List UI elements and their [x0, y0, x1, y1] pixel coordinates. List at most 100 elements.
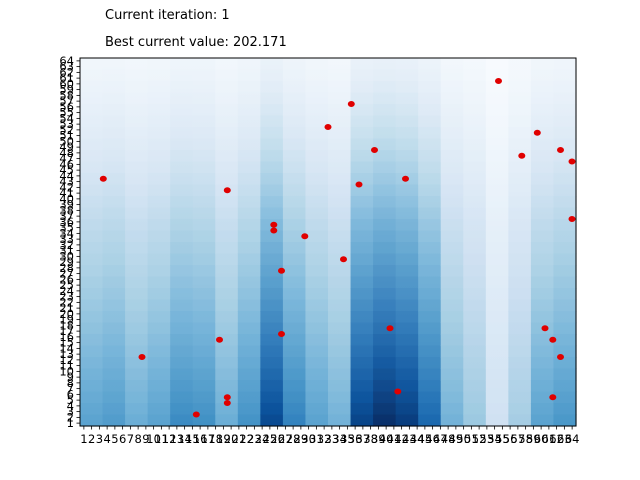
y-tick-label: 61	[59, 71, 74, 85]
y-tick-label: 36	[59, 215, 74, 229]
y-tick-label: 51	[59, 129, 74, 143]
y-tick-label: 33	[59, 232, 74, 246]
y-tick-label: 2	[67, 410, 74, 424]
x-tick-label: 12	[162, 432, 177, 446]
x-tick-label: 15	[185, 432, 200, 446]
y-tick-label: 13	[59, 347, 74, 361]
x-tick-label: 7	[127, 432, 134, 446]
y-tick-label: 3	[67, 405, 74, 419]
x-tick-label: 45	[418, 432, 433, 446]
x-tick-label: 8	[134, 432, 141, 446]
y-tick-label: 28	[59, 261, 74, 275]
x-tick-label: 23	[247, 432, 262, 446]
y-tick-label: 49	[59, 140, 74, 154]
sample-point	[386, 325, 394, 332]
x-tick-label: 25	[263, 432, 278, 446]
sample-points	[99, 78, 576, 418]
x-tick-label: 50	[456, 432, 471, 446]
x-tick-label: 63	[557, 432, 572, 446]
x-tick-label: 54	[487, 432, 502, 446]
sample-point	[518, 152, 526, 159]
sample-point	[278, 267, 285, 274]
y-tick-label: 59	[59, 83, 74, 97]
y-tick-label: 18	[59, 318, 74, 332]
x-tick-label: 34	[332, 432, 347, 446]
sample-point	[568, 216, 576, 222]
x-tick-label: 32	[317, 432, 332, 446]
y-tick-label: 4	[67, 399, 74, 413]
x-tick-label: 5	[111, 432, 118, 446]
x-tick-label: 1	[80, 432, 87, 446]
heatmap-fade	[80, 58, 576, 426]
x-tick-label: 29	[294, 432, 309, 446]
y-tick-label: 62	[59, 65, 74, 79]
x-tick-label: 4	[103, 432, 110, 446]
x-tick-label: 55	[495, 432, 510, 446]
x-tick-label: 46	[425, 432, 440, 446]
y-tick-label: 26	[59, 272, 74, 286]
x-tick-label: 38	[363, 432, 378, 446]
x-tick-label: 36	[348, 432, 363, 446]
y-tick-label: 12	[59, 353, 74, 367]
x-tick-label: 14	[177, 432, 192, 446]
y-tick-label: 45	[59, 163, 74, 177]
y-tick-label: 47	[59, 152, 74, 166]
x-tick-label: 9	[142, 432, 149, 446]
y-tick-label: 22	[59, 295, 74, 309]
x-tick-label: 27	[278, 432, 293, 446]
x-tick-label: 41	[387, 432, 402, 446]
y-tick-label: 44	[59, 169, 74, 183]
sample-point	[557, 147, 564, 153]
y-tick-label: 9	[67, 370, 74, 384]
sample-point	[402, 175, 409, 182]
y-tick-label: 60	[59, 77, 74, 91]
sample-point	[99, 175, 107, 182]
x-tick-label: 2	[88, 432, 95, 446]
x-tick-label: 3	[96, 432, 103, 446]
sample-point	[223, 400, 231, 406]
y-tick-label: 7	[67, 382, 74, 396]
sample-point	[549, 336, 557, 343]
y-tick-label: 23	[59, 290, 74, 304]
x-tick-label: 52	[472, 432, 487, 446]
x-tick-label: 30	[301, 432, 316, 446]
x-tick-label: 16	[193, 432, 208, 446]
sample-point	[223, 187, 231, 194]
current-iteration-label: Current iteration: 1	[105, 8, 230, 23]
y-tick-label: 41	[59, 186, 74, 200]
sample-point	[371, 147, 378, 153]
sample-point	[223, 394, 231, 401]
x-tick-label: 43	[402, 432, 417, 446]
y-tick-label: 63	[59, 60, 74, 74]
x-tick-label: 19	[216, 432, 231, 446]
sample-point	[541, 325, 549, 332]
x-tick-label: 64	[565, 432, 580, 446]
x-tick-label: 18	[208, 432, 223, 446]
y-tick-label: 38	[59, 203, 74, 217]
x-tick-label: 40	[379, 432, 394, 446]
x-tick-label: 59	[526, 432, 541, 446]
x-tick-label: 56	[503, 432, 518, 446]
y-tick-label: 19	[59, 313, 74, 327]
x-tick-label: 42	[394, 432, 409, 446]
x-tick-label: 37	[356, 432, 371, 446]
sample-point	[216, 336, 223, 343]
x-axis-ticks: 1 2 3 4 5 6 7 8 91011121314151617181920212223242…	[80, 426, 579, 446]
y-tick-label: 15	[59, 336, 74, 350]
x-tick-label: 6	[119, 432, 126, 446]
x-tick-label: 61	[542, 432, 557, 446]
sample-point	[270, 227, 278, 234]
sample-point	[270, 221, 278, 228]
sample-point	[533, 129, 541, 136]
y-tick-label: 34	[59, 226, 74, 240]
y-tick-label: 32	[59, 238, 74, 252]
sample-point	[355, 181, 363, 188]
x-tick-label: 26	[270, 432, 285, 446]
sample-point	[549, 394, 557, 401]
y-tick-label: 29	[59, 255, 74, 269]
x-tick-label: 28	[286, 432, 301, 446]
sample-point	[568, 158, 576, 165]
y-tick-label: 37	[59, 209, 74, 223]
x-tick-label: 31	[309, 432, 324, 446]
